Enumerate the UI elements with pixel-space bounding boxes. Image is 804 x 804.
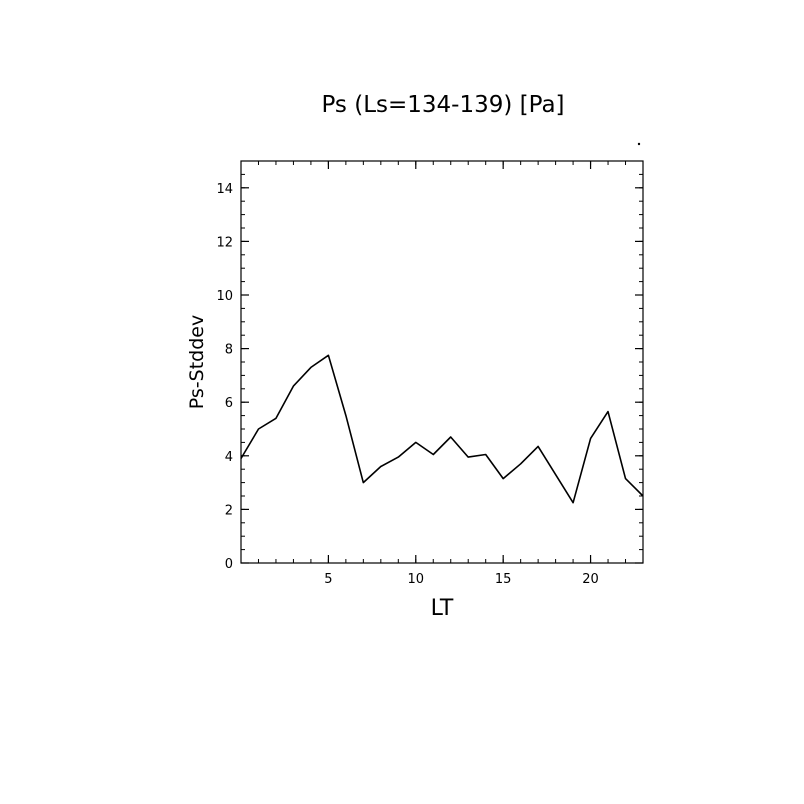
series-line — [240, 354, 644, 504]
y-tick-label: 0 — [225, 557, 233, 572]
major-ticks — [241, 161, 643, 564]
x-axis-label: LT — [431, 596, 454, 621]
marker-dot — [637, 142, 641, 146]
plot-area: 5 10 15 20 0 2 4 6 8 10 12 14 — [216, 142, 644, 587]
x-tick-label: 20 — [582, 572, 599, 587]
x-tick-label: 5 — [324, 572, 332, 587]
y-tick-label: 14 — [216, 182, 233, 197]
y-tick-label: 8 — [225, 343, 233, 358]
plot-frame — [240, 160, 644, 564]
y-axis-label: Ps-Stddev — [186, 315, 208, 409]
chart-title: Ps (Ls=134-139) [Pa] — [321, 92, 564, 118]
minor-ticks — [240, 160, 644, 564]
y-tick-label: 4 — [225, 450, 233, 465]
tick-labels: 5 10 15 20 0 2 4 6 8 10 12 14 — [216, 182, 598, 587]
y-tick-label: 10 — [216, 289, 233, 304]
x-tick-label: 15 — [495, 572, 512, 587]
y-tick-label: 6 — [225, 396, 233, 411]
y-tick-label: 12 — [216, 235, 233, 250]
x-tick-label: 10 — [408, 572, 425, 587]
y-tick-label: 2 — [225, 503, 233, 518]
